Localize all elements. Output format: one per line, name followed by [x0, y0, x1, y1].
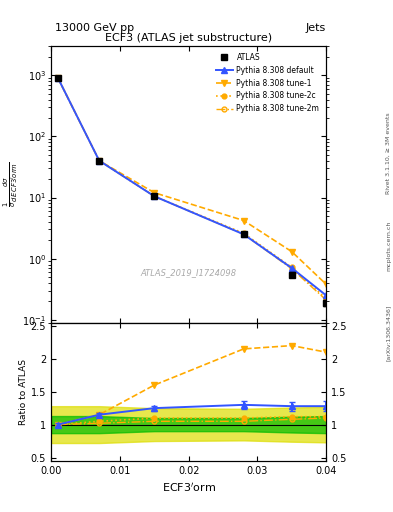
- Y-axis label: $\frac{1}{\sigma}\frac{d\sigma}{d\,ECF3^{\prime}orm}$: $\frac{1}{\sigma}\frac{d\sigma}{d\,ECF3^…: [1, 162, 20, 207]
- Text: Jets: Jets: [306, 23, 326, 33]
- X-axis label: ECF3$^{\prime}$orm: ECF3$^{\prime}$orm: [162, 481, 216, 494]
- Text: ATLAS_2019_I1724098: ATLAS_2019_I1724098: [141, 268, 237, 278]
- Legend: ATLAS, Pythia 8.308 default, Pythia 8.308 tune-1, Pythia 8.308 tune-2c, Pythia 8: ATLAS, Pythia 8.308 default, Pythia 8.30…: [213, 50, 322, 116]
- Text: [arXiv:1306.3436]: [arXiv:1306.3436]: [386, 305, 391, 361]
- Y-axis label: Ratio to ATLAS: Ratio to ATLAS: [19, 359, 28, 424]
- Text: mcplots.cern.ch: mcplots.cern.ch: [386, 221, 391, 271]
- Title: ECF3 (ATLAS jet substructure): ECF3 (ATLAS jet substructure): [105, 33, 272, 42]
- Text: Rivet 3.1.10, ≥ 3M events: Rivet 3.1.10, ≥ 3M events: [386, 113, 391, 195]
- Text: 13000 GeV pp: 13000 GeV pp: [55, 23, 134, 33]
